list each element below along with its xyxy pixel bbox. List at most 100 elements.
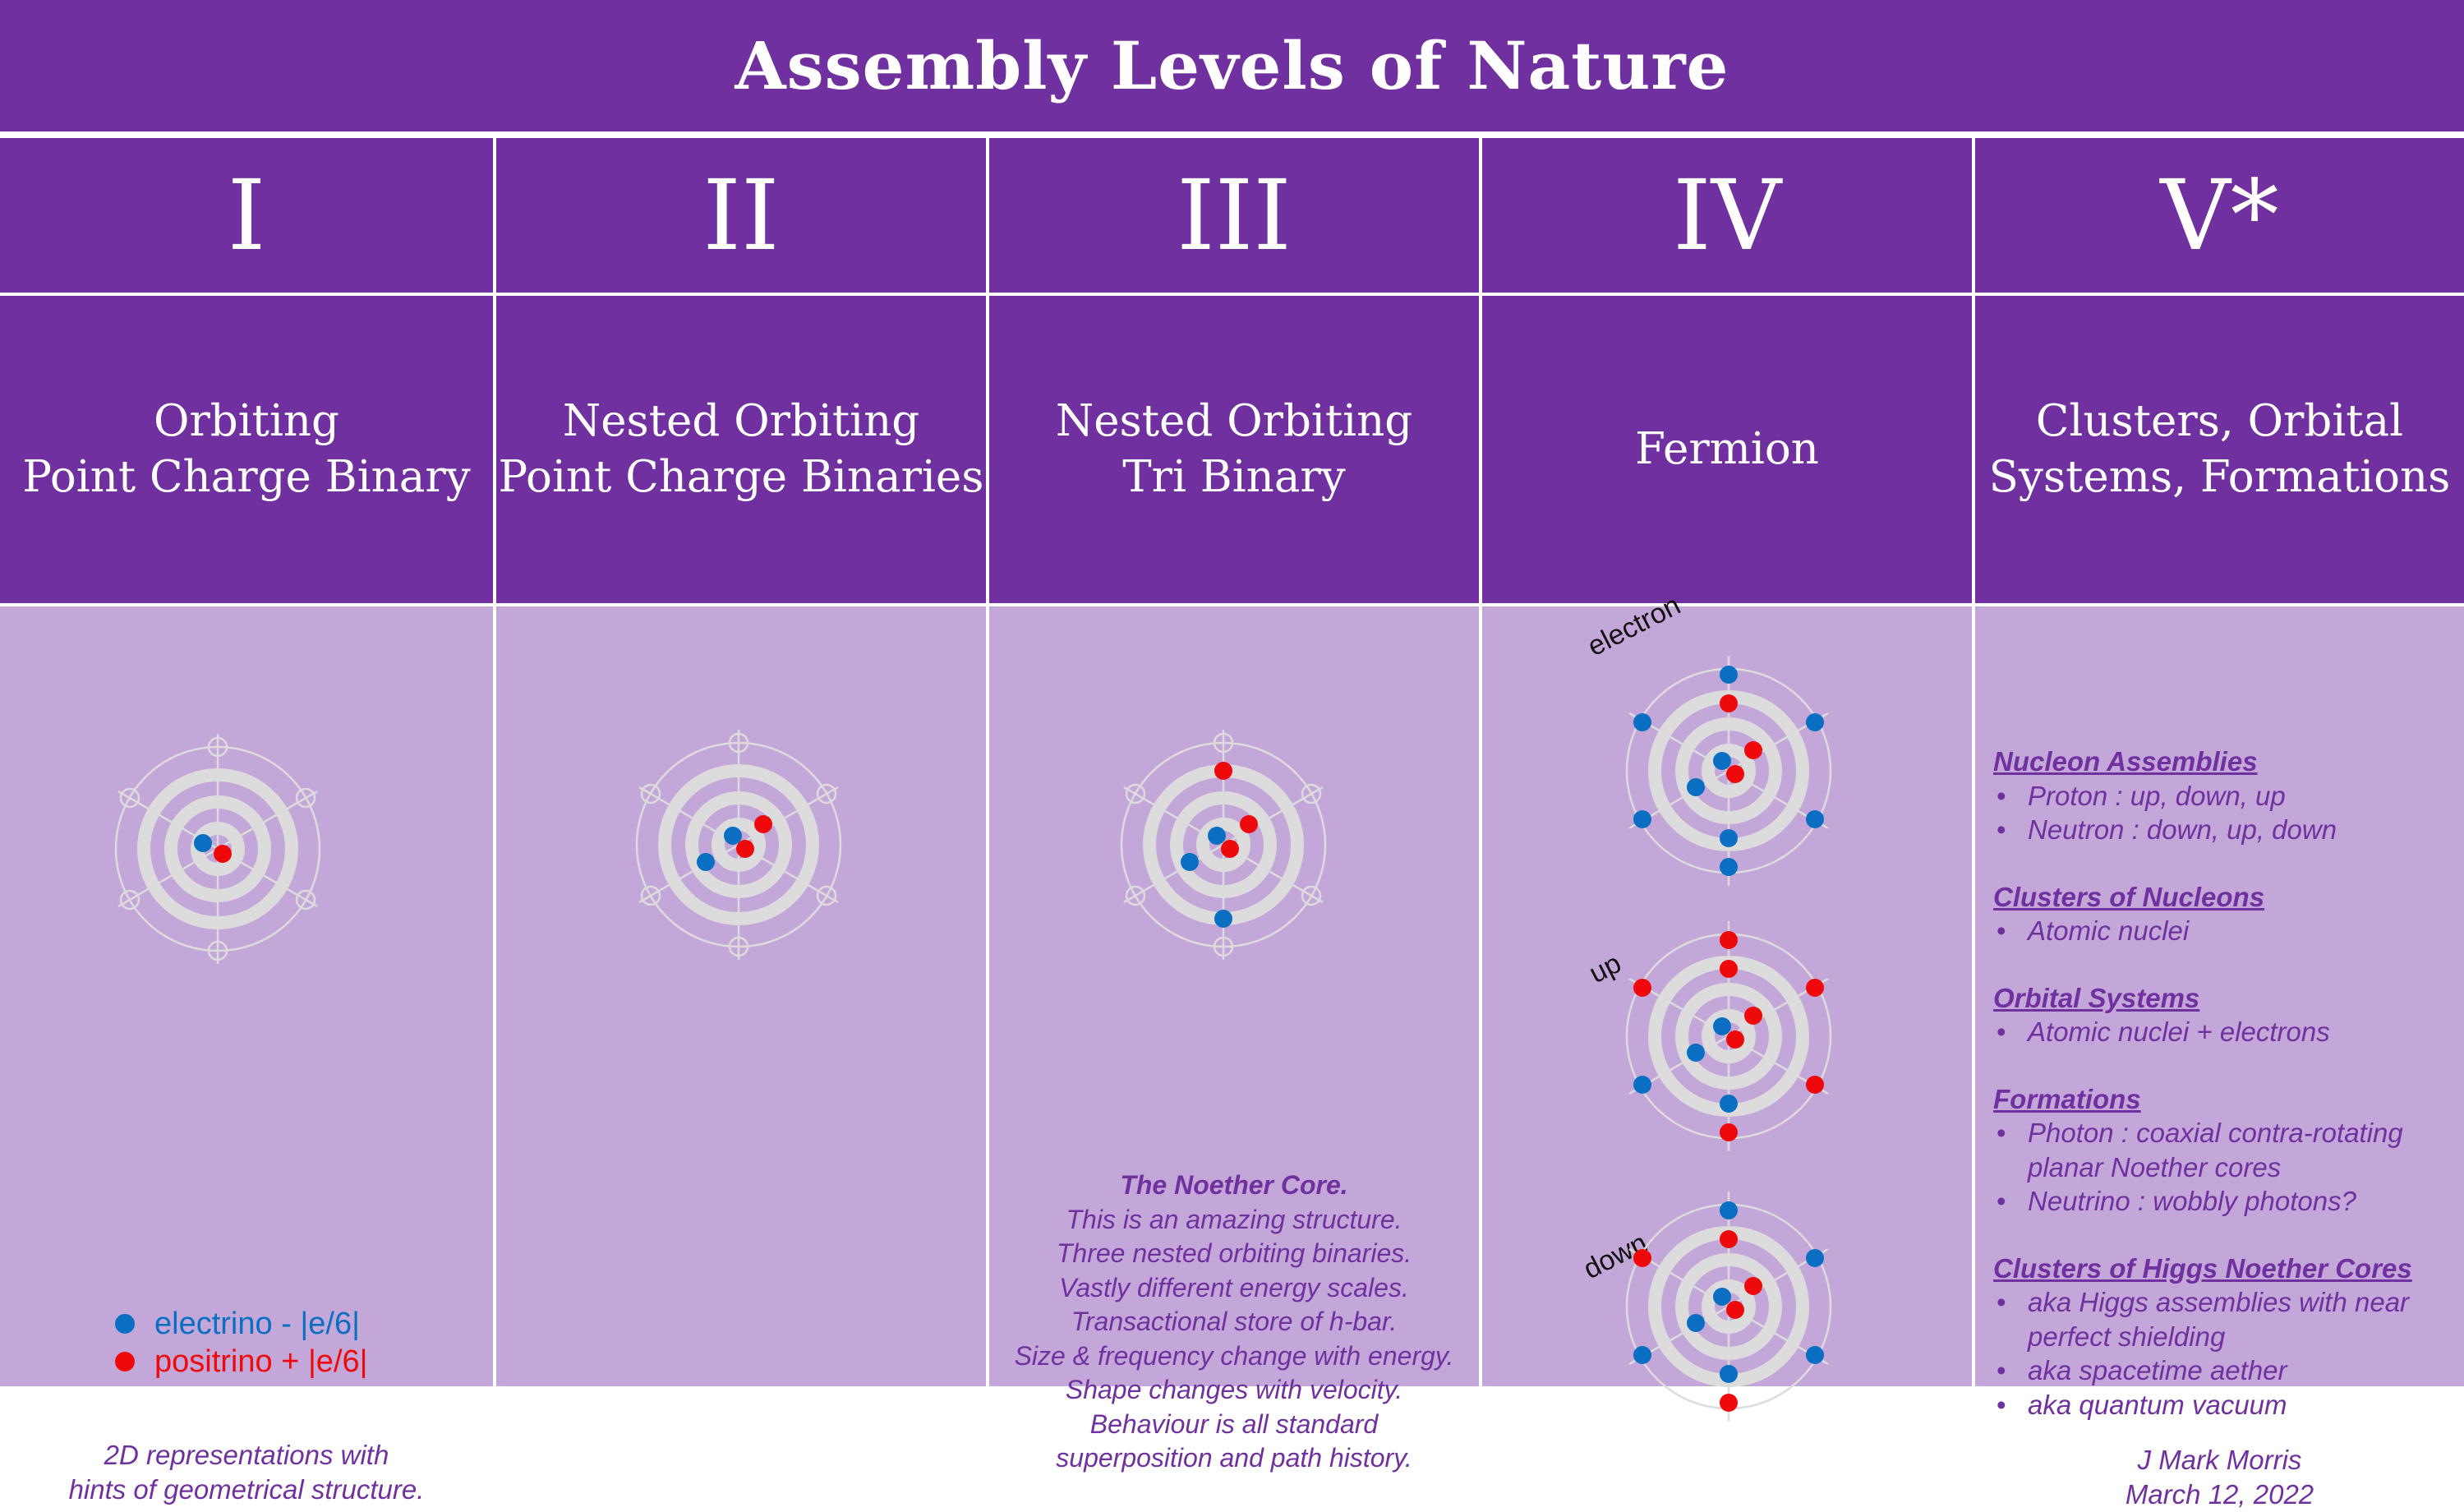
- list-item: Photon : coaxial contra-rotating planar …: [1993, 1116, 2462, 1184]
- subtitle-line: Nested Orbiting: [562, 396, 920, 446]
- column-3: III Nested Orbiting Tri Binary: [989, 138, 1479, 1473]
- electrino-dot: [1208, 827, 1226, 845]
- positrino-dot: [1633, 1249, 1651, 1267]
- electrino-dot: [1720, 829, 1738, 847]
- section-heading: Nucleon Assemblies: [1993, 746, 2258, 777]
- subtitle-2: Nested Orbiting Point Charge Binaries: [496, 296, 986, 603]
- divider: [1482, 603, 1972, 606]
- electrino-dot: [1720, 858, 1738, 876]
- positrino-dot: [736, 840, 754, 858]
- author-name: J Mark Morris: [2137, 1445, 2302, 1475]
- divider: [0, 603, 493, 606]
- electrino-dot: [1633, 810, 1651, 828]
- electrino-dot: [1687, 1044, 1705, 1062]
- section-heading: Clusters of Nucleons: [1993, 881, 2265, 912]
- subtitle-line: Tri Binary: [1122, 452, 1346, 502]
- noether-line: superposition and path history.: [1056, 1443, 1412, 1473]
- noether-line: Three nested orbiting binaries.: [1056, 1238, 1412, 1268]
- positrino-dot: [1726, 765, 1744, 783]
- positrino-dot: [1240, 815, 1258, 833]
- author-credit: J Mark Morris March 12, 2022: [1975, 1443, 2464, 1512]
- column-4: IV Fermion electron: [1482, 138, 1972, 1422]
- electrino-dot: [1720, 666, 1738, 684]
- subtitle-line: Clusters, Orbital: [2035, 396, 2404, 446]
- positrino-dot: [1720, 960, 1738, 978]
- note-line: hints of geometrical structure.: [68, 1474, 425, 1505]
- tri-binary-diagram: [1120, 730, 1327, 960]
- column-2-body: [496, 606, 986, 1386]
- column-2: II Nested Orbiting Point Charge Binaries: [496, 138, 986, 1386]
- noether-core-text: The Noether Core. This is an amazing str…: [989, 1169, 1479, 1476]
- positrino-dot: [1744, 1007, 1762, 1025]
- electrino-dot: [1713, 752, 1731, 770]
- list-item: aka quantum vacuum: [1993, 1388, 2462, 1422]
- positrino-dot: [1720, 931, 1738, 949]
- list-item: Proton : up, down, up: [1993, 779, 2462, 814]
- legend-electrino-label: electrino - |e/6|: [154, 1307, 360, 1341]
- noether-line: Vastly different energy scales.: [1059, 1272, 1409, 1302]
- col1-note: 2D representations with hints of geometr…: [0, 1438, 493, 1507]
- column-1: I Orbiting Point Charge Binary: [0, 138, 493, 1505]
- legend-electrino: electrino - |e/6|: [115, 1305, 368, 1343]
- electrino-dot: [1214, 910, 1232, 928]
- section-heading: Clusters of Higgs Noether Cores: [1993, 1252, 2412, 1284]
- column-5: V* Clusters, Orbital Systems, Formations…: [1975, 138, 2464, 1510]
- positrino-dot: [1720, 1123, 1738, 1141]
- assembly-list: Nucleon Assemblies Proton : up, down, up…: [1993, 744, 2462, 1422]
- electrino-dot: [1806, 1249, 1824, 1267]
- electrino-dot: [1806, 713, 1824, 731]
- subtitle-line: Fermion: [1635, 424, 1819, 474]
- positrino-dot: [1720, 694, 1738, 712]
- electrino-dot: [697, 853, 715, 871]
- red-dot-icon: [115, 1352, 135, 1371]
- positrino-dot: [1720, 1230, 1738, 1248]
- list-item: Neutrino : wobbly photons?: [1993, 1184, 2462, 1219]
- electrino-dot: [1720, 1201, 1738, 1219]
- divider: [496, 603, 986, 606]
- electrino-dot: [1633, 1076, 1651, 1094]
- subtitle-line: Point Charge Binary: [22, 452, 471, 502]
- electrino-dot: [1806, 1346, 1824, 1364]
- column-3-body: The Noether Core. This is an amazing str…: [989, 606, 1479, 1473]
- legend: electrino - |e/6| positrino + |e/6|: [115, 1305, 368, 1381]
- list-item: Neutron : down, up, down: [1993, 813, 2462, 847]
- numeral-3: III: [1177, 159, 1292, 272]
- column-5-body: Nucleon Assemblies Proton : up, down, up…: [1975, 606, 2464, 1510]
- electrino-dot: [724, 827, 742, 845]
- subtitle-line: Nested Orbiting: [1055, 396, 1413, 446]
- section-heading: Orbital Systems: [1993, 982, 2200, 1013]
- column-4-body: electron up: [1482, 589, 1972, 1422]
- electrino-dot: [1633, 713, 1651, 731]
- positrino-dot: [1720, 1394, 1738, 1412]
- numeral-4: IV: [1673, 159, 1781, 272]
- page-title: Assembly Levels of Nature: [735, 27, 1729, 104]
- electron-diagram: [1625, 656, 1832, 886]
- title-bar: Assembly Levels of Nature: [0, 0, 2464, 131]
- subtitle-line: Point Charge Binaries: [498, 452, 984, 502]
- positrino-dot: [1633, 979, 1651, 997]
- note-line: 2D representations with: [104, 1440, 389, 1470]
- binary-diagram: [114, 734, 321, 964]
- electrino-dot: [1713, 1017, 1731, 1035]
- noether-line: Behaviour is all standard: [1089, 1408, 1379, 1439]
- positrino-dot: [214, 845, 232, 863]
- positrino-dot: [754, 815, 772, 833]
- numeral-2: II: [702, 159, 780, 272]
- up-quark-diagram: [1625, 921, 1832, 1151]
- numeral-5: V*: [2160, 159, 2279, 272]
- divider: [496, 293, 986, 296]
- subtitle-3: Nested Orbiting Tri Binary: [989, 296, 1479, 603]
- list-item: aka Higgs assemblies with near perfect s…: [1993, 1285, 2462, 1353]
- positrino-dot: [1221, 840, 1239, 858]
- positrino-dot: [1214, 762, 1232, 780]
- positrino-dot: [1806, 1076, 1824, 1094]
- column-1-body: electrino - |e/6| positrino + |e/6| 2D r…: [0, 606, 493, 1505]
- subtitle-4: Fermion: [1482, 296, 1972, 603]
- divider: [1482, 293, 1972, 296]
- blue-dot-icon: [115, 1314, 135, 1334]
- legend-positrino: positrino + |e/6|: [115, 1343, 368, 1381]
- electrino-dot: [1633, 1346, 1651, 1364]
- electrino-dot: [1720, 1365, 1738, 1383]
- numeral-1: I: [227, 159, 266, 272]
- divider: [0, 293, 493, 296]
